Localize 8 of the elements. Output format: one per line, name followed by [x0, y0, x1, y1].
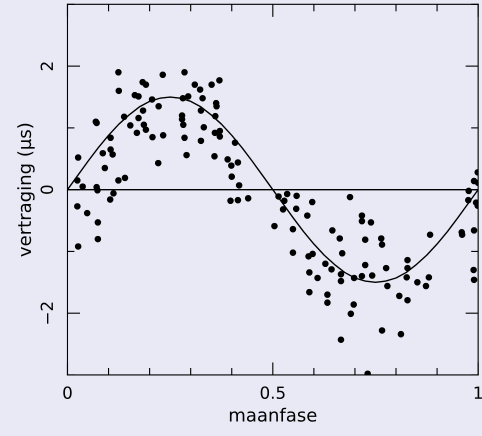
y-tick-label: 0: [40, 185, 54, 194]
y-tick-label: −2: [40, 302, 53, 324]
y-tick-label: 2: [40, 62, 53, 70]
x-tick-label: 0.5: [260, 386, 285, 399]
y-axis-title: vertraging (μs): [17, 124, 35, 257]
x-tick-label: 0: [63, 386, 72, 399]
x-axis-title: maanfase: [230, 408, 316, 422]
x-tick-label: 1: [474, 386, 482, 399]
